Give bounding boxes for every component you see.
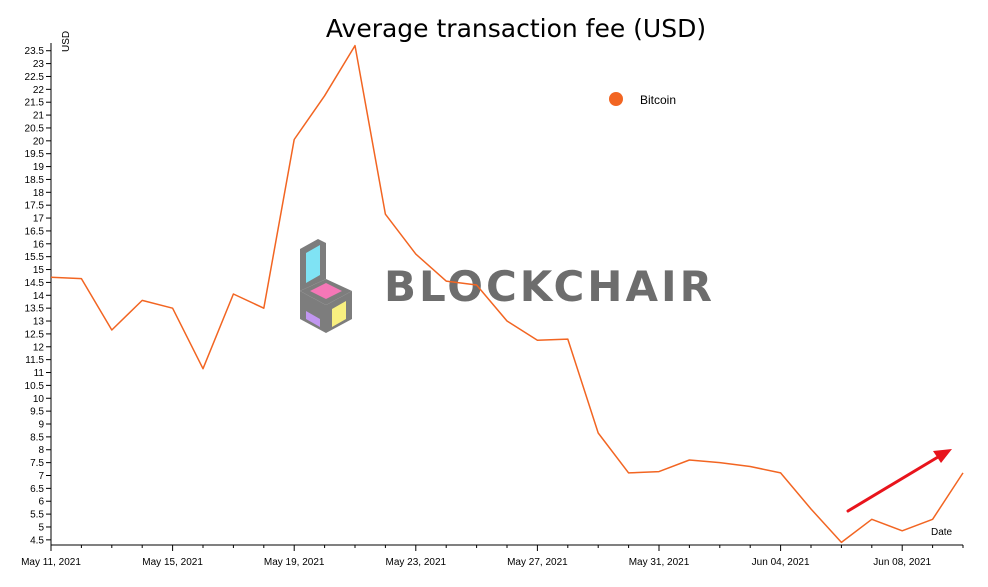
y-tick-label: 20.5 <box>25 123 45 134</box>
y-tick-label: 5.5 <box>30 510 44 521</box>
y-tick-label: 10 <box>33 394 45 405</box>
y-tick-label: 7.5 <box>30 458 44 469</box>
y-tick-label: 5 <box>38 522 44 533</box>
y-tick-label: 17 <box>33 214 45 225</box>
y-tick-label: 6.5 <box>30 484 44 495</box>
y-tick-label: 19.5 <box>25 149 45 160</box>
y-tick-label: 7 <box>38 471 44 482</box>
y-tick-label: 9.5 <box>30 407 44 418</box>
chart-title: Average transaction fee (USD) <box>326 14 706 43</box>
x-tick-label: May 19, 2021 <box>264 557 325 568</box>
y-tick-label: 12.5 <box>25 329 45 340</box>
y-tick-label: 6 <box>38 497 44 508</box>
watermark-text: BLOCKCHAIR <box>384 262 715 311</box>
series-line-bitcoin <box>50 44 964 544</box>
legend-marker-bitcoin <box>609 92 623 106</box>
y-tick-label: 12 <box>33 342 45 353</box>
trend-arrow-head <box>933 449 952 463</box>
y-tick-label: 8 <box>38 445 44 456</box>
y-tick-label: 11 <box>34 368 45 379</box>
legend: Bitcoin <box>609 92 676 107</box>
y-tick-label: 18 <box>33 188 45 199</box>
y-tick-label: 15 <box>33 265 45 276</box>
y-tick-label: 22 <box>33 85 45 96</box>
y-tick-label: 10.5 <box>25 381 45 392</box>
y-tick-label: 13.5 <box>25 304 45 315</box>
x-tick-label: May 15, 2021 <box>142 557 203 568</box>
x-tick-label: May 27, 2021 <box>507 557 568 568</box>
y-tick-label: 20 <box>33 136 45 147</box>
x-axis-ticks: May 11, 2021 May 15, 2021 May 19, 2021 May … <box>21 545 964 568</box>
y-tick-label: 16 <box>33 239 45 250</box>
trend-arrow-shaft <box>846 455 940 513</box>
y-tick-label: 4.5 <box>30 535 44 546</box>
legend-label-bitcoin: Bitcoin <box>640 93 676 107</box>
y-tick-label: 23 <box>33 59 45 70</box>
y-tick-label: 14.5 <box>25 278 45 289</box>
blockchair-watermark: BLOCKCHAIR <box>300 239 715 333</box>
y-axis-ticks: 4.5 55.5 6 6.5 7 7.5 8 8.59 9.5 10 10.5 11 11.5 12 12.… <box>25 46 51 546</box>
y-tick-label: 9 <box>38 420 44 431</box>
x-tick-label: Jun 04, 2021 <box>752 557 810 568</box>
x-tick-label: Jun 08, 2021 <box>873 557 931 568</box>
y-tick-label: 13 <box>33 317 45 328</box>
trend-arrow <box>846 449 952 513</box>
y-tick-label: 17.5 <box>25 201 45 212</box>
x-tick-label: May 31, 2021 <box>629 557 690 568</box>
y-tick-label: 22.5 <box>25 72 45 83</box>
y-tick-label: 16.5 <box>25 226 45 237</box>
y-tick-label: 23.5 <box>25 46 45 57</box>
y-tick-label: 8.5 <box>30 432 44 443</box>
y-tick-label: 21 <box>33 111 45 122</box>
y-tick-label: 19 <box>33 162 45 173</box>
y-tick-label: 11.5 <box>25 355 44 366</box>
x-axis-label: Date <box>931 527 953 538</box>
y-tick-label: 21.5 <box>25 98 45 109</box>
x-tick-label: May 23, 2021 <box>385 557 446 568</box>
y-axis-label: USD <box>61 31 72 52</box>
y-tick-label: 14 <box>33 291 45 302</box>
y-tick-label: 18.5 <box>25 175 45 186</box>
blockchair-logo-icon <box>300 239 352 333</box>
y-tick-label: 15.5 <box>25 252 45 263</box>
x-tick-label: May 11, 2021 <box>21 557 81 568</box>
